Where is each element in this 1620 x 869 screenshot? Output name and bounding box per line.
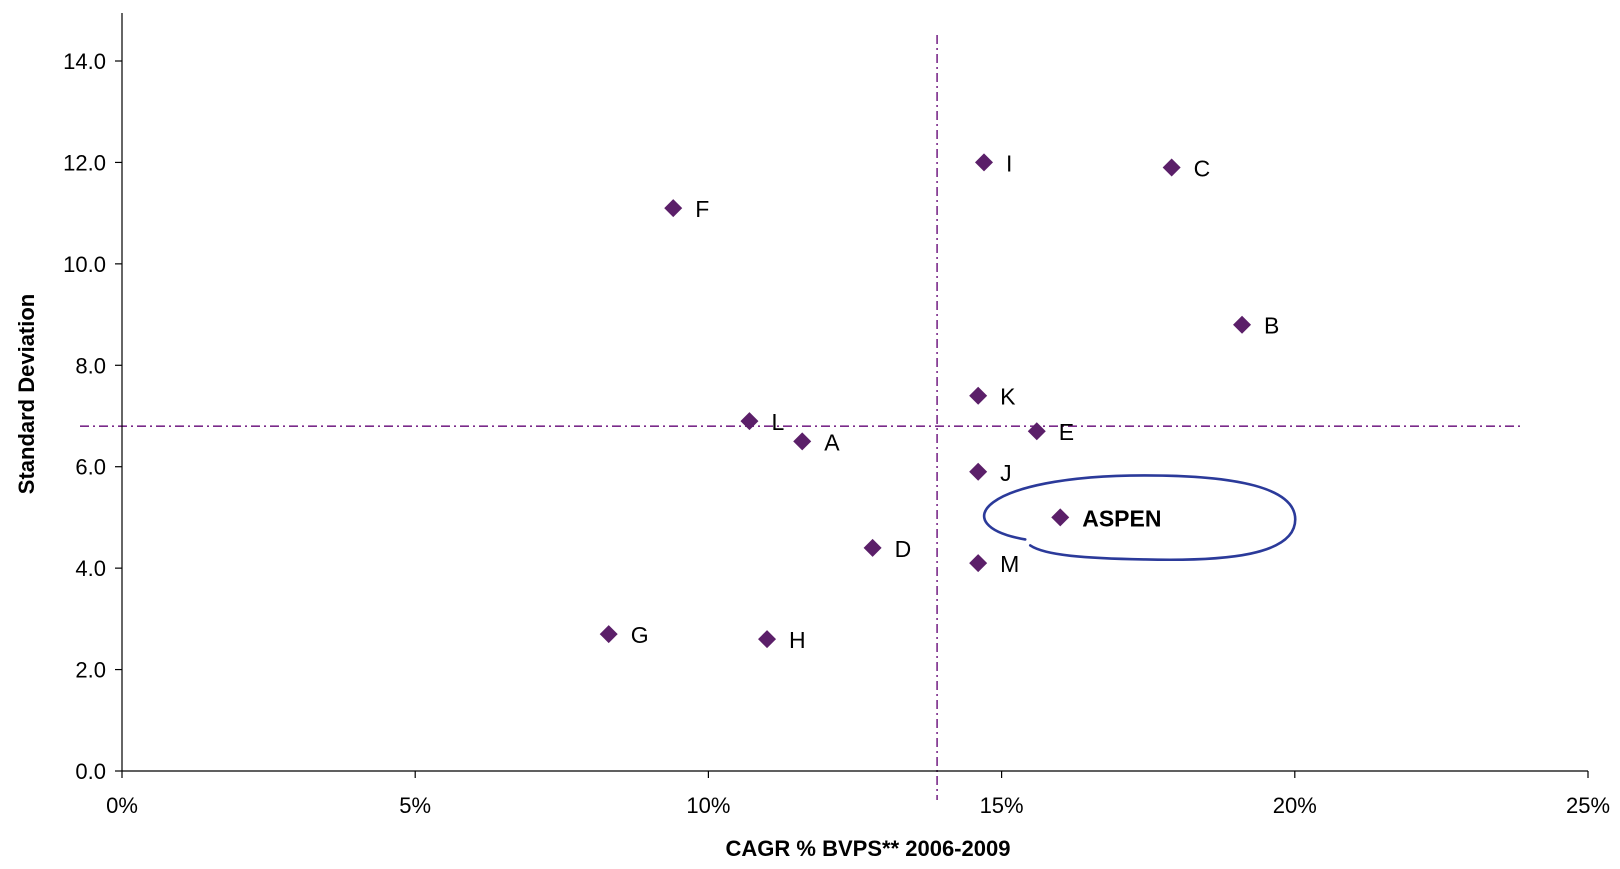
data-point: ASPEN <box>1051 505 1161 531</box>
y-tick-label: 8.0 <box>75 353 106 378</box>
point-label: A <box>824 429 840 455</box>
reference-lines <box>80 35 1523 800</box>
point-label: M <box>1000 551 1019 577</box>
point-marker <box>599 625 618 644</box>
data-point: F <box>664 196 709 222</box>
data-point: J <box>969 460 1012 486</box>
point-marker <box>793 432 812 451</box>
data-point: A <box>793 429 840 455</box>
data-point: I <box>975 150 1012 176</box>
point-marker <box>969 386 988 405</box>
point-marker <box>1162 158 1181 177</box>
y-tick-label: 2.0 <box>75 658 106 683</box>
point-label: K <box>1000 384 1016 410</box>
data-point: B <box>1233 313 1279 339</box>
data-point: D <box>863 536 912 562</box>
highlight-group <box>982 474 1297 562</box>
highlight-ellipse <box>982 474 1297 562</box>
point-marker <box>740 412 759 431</box>
x-tick-label: 20% <box>1273 793 1317 818</box>
y-tick-label: 14.0 <box>63 49 106 74</box>
x-tick-label: 15% <box>980 793 1024 818</box>
x-tick-label: 0% <box>106 793 138 818</box>
y-tick-label: 6.0 <box>75 455 106 480</box>
y-tick-label: 4.0 <box>75 556 106 581</box>
point-label: E <box>1059 419 1074 445</box>
x-tick-label: 25% <box>1566 793 1610 818</box>
point-label: J <box>1000 460 1012 486</box>
y-tick-label: 0.0 <box>75 759 106 784</box>
data-points: A B C D E F G H I J K L M ASPEN <box>599 150 1279 653</box>
data-point: M <box>969 551 1019 577</box>
x-tick-label: 5% <box>399 793 431 818</box>
point-label: ASPEN <box>1082 505 1161 531</box>
point-label: G <box>631 622 649 648</box>
point-marker <box>975 153 994 172</box>
point-marker <box>758 630 777 649</box>
point-marker <box>664 199 683 218</box>
point-label: C <box>1194 156 1211 182</box>
data-point: H <box>758 627 806 653</box>
y-axis-title: Standard Deviation <box>14 294 39 494</box>
x-axis-title: CAGR % BVPS** 2006-2009 <box>726 836 1011 861</box>
point-label: F <box>695 196 709 222</box>
tick-labels: 0.0 2.0 4.0 6.0 8.0 10.0 12.0 14.0 0% 5% 10% 15% 20%… <box>63 49 1610 818</box>
data-point: E <box>1027 419 1074 445</box>
point-marker <box>969 554 988 573</box>
y-tick-label: 10.0 <box>63 252 106 277</box>
point-label: D <box>895 536 912 562</box>
y-tick-label: 12.0 <box>63 150 106 175</box>
data-point: K <box>969 384 1016 410</box>
point-label: L <box>771 409 784 435</box>
point-marker <box>969 462 988 481</box>
point-label: B <box>1264 313 1279 339</box>
data-point: C <box>1162 156 1211 182</box>
point-label: H <box>789 627 806 653</box>
point-marker <box>1051 508 1070 527</box>
x-tick-label: 10% <box>686 793 730 818</box>
axes <box>115 13 1589 778</box>
point-marker <box>1027 422 1046 441</box>
data-point: G <box>599 622 649 648</box>
point-label: I <box>1006 150 1012 176</box>
point-marker <box>863 538 882 557</box>
data-point: L <box>740 409 784 435</box>
point-marker <box>1233 315 1252 334</box>
